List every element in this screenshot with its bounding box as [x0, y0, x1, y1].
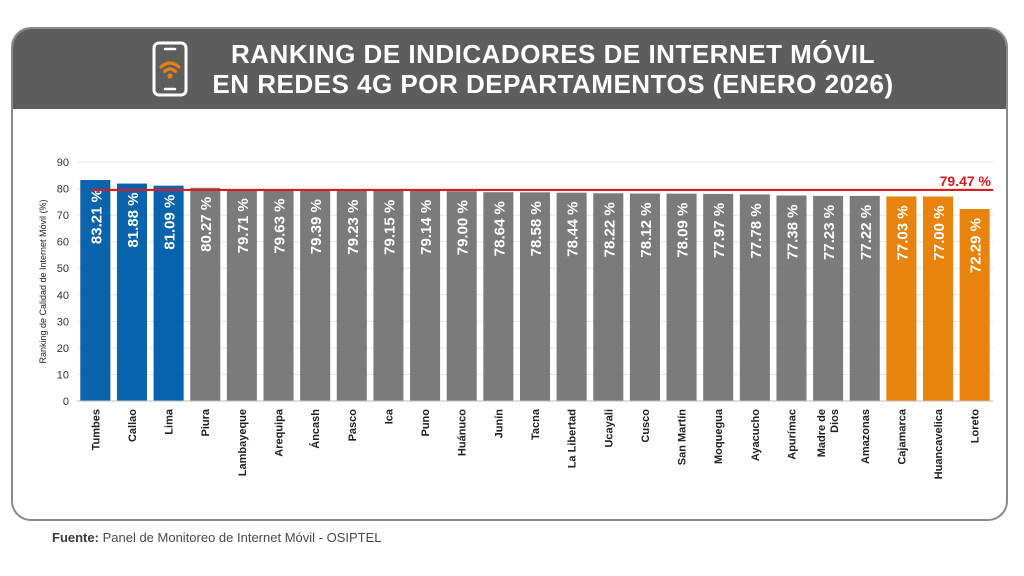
bar [959, 209, 990, 401]
x-tick-label: Ica [383, 408, 395, 424]
y-tick-label: 20 [57, 343, 69, 355]
bar [849, 195, 880, 401]
title-line-1: RANKING DE INDICADORES DE INTERNET MÓVIL [230, 39, 876, 69]
x-tick-label: Amazonas [860, 409, 872, 464]
x-tick-label: Lambayeque [237, 409, 249, 476]
x-tick-label: Madre deDios [816, 409, 841, 457]
bar [446, 191, 477, 401]
x-tick-label: Cajamarca [896, 408, 908, 465]
bar-value-label: 80.27 % [198, 197, 215, 252]
y-tick-label: 70 [57, 210, 69, 222]
x-tick-label: Huancavelica [933, 408, 945, 479]
bar [813, 195, 844, 401]
x-tick-label: Lima [164, 408, 176, 435]
smartphone-wifi-icon [152, 41, 188, 97]
bar-value-label: 79.23 % [345, 200, 362, 255]
bar [300, 190, 331, 401]
bar-value-label: 77.22 % [858, 205, 875, 260]
bar [629, 193, 660, 401]
x-tick-label: San Martín [677, 409, 689, 466]
bar [739, 194, 770, 401]
bar-value-label: 79.71 % [235, 198, 252, 253]
bar-value-label: 77.03 % [894, 205, 911, 260]
bar-value-label: 78.44 % [565, 202, 582, 257]
y-tick-label: 60 [57, 237, 69, 249]
x-tick-label: Apurímac [786, 409, 798, 460]
bar [556, 192, 587, 401]
x-tick-label: Ayacucho [750, 409, 762, 461]
bar-value-label: 77.97 % [711, 203, 728, 258]
bar [153, 185, 184, 401]
bar [483, 192, 514, 401]
x-tick-label: Puno [420, 409, 432, 437]
bar-value-label: 77.23 % [821, 205, 838, 260]
y-tick-label: 30 [57, 316, 69, 328]
y-tick-label: 90 [57, 157, 69, 169]
y-tick-label: 0 [63, 396, 69, 408]
x-tick-label: Junín [493, 409, 505, 439]
bar [923, 196, 954, 401]
bar [80, 180, 111, 401]
x-tick-label: Loreto [970, 409, 982, 444]
x-tick-label: Piura [200, 408, 212, 436]
bar-value-label: 77.78 % [748, 203, 765, 258]
y-tick-label: 80 [57, 184, 69, 196]
x-tick-label: Callao [127, 409, 139, 442]
bar-value-label: 78.58 % [528, 201, 545, 256]
x-tick-label: Cusco [640, 409, 652, 443]
x-tick-label: Moquegua [713, 408, 725, 464]
x-tick-label: Arequipa [274, 408, 286, 457]
bar-value-label: 79.14 % [418, 200, 435, 255]
bar [519, 192, 551, 401]
bar-value-label: 78.12 % [638, 203, 655, 258]
bar-value-label: 72.29 % [968, 218, 985, 273]
average-reference-label: 79.47 % [940, 173, 992, 189]
bar [190, 187, 221, 401]
bar [703, 193, 734, 401]
bar [116, 183, 147, 401]
bar [373, 190, 404, 401]
bar-value-label: 79.15 % [381, 200, 398, 255]
x-tick-label: Tacna [530, 408, 542, 440]
x-tick-label: Ucayali [603, 409, 615, 448]
bar-value-label: 78.22 % [601, 202, 618, 257]
y-tick-label: 10 [57, 369, 69, 381]
source-note: Fuente: Panel de Monitoreo de Internet M… [52, 530, 382, 545]
source-text: Panel de Monitoreo de Internet Móvil - O… [102, 530, 382, 545]
x-tick-label: Huánuco [457, 409, 469, 456]
bar-value-label: 78.64 % [491, 201, 508, 256]
y-axis-label: Ranking de Calidad de Internet Móvil (%) [38, 199, 48, 363]
x-tick-label: Áncash [309, 409, 322, 449]
bar [226, 189, 257, 401]
chart-title: RANKING DE INDICADORES DE INTERNET MÓVIL… [203, 39, 903, 99]
bar-value-label: 77.38 % [784, 205, 801, 260]
y-tick-label: 40 [57, 290, 69, 302]
bar-value-label: 79.39 % [308, 199, 325, 254]
bar-value-label: 81.88 % [125, 193, 142, 248]
bar [776, 195, 807, 401]
bar-value-label: 77.00 % [931, 206, 948, 261]
x-tick-label: Tumbes [90, 409, 102, 450]
bar-value-label: 78.09 % [675, 203, 692, 258]
title-banner: RANKING DE INDICADORES DE INTERNET MÓVIL… [13, 29, 1006, 109]
bar [886, 196, 917, 401]
bar-value-label: 79.00 % [455, 200, 472, 255]
bar [336, 190, 367, 401]
bar [666, 193, 697, 401]
source-label: Fuente: [52, 530, 99, 545]
bar [410, 190, 441, 401]
title-line-2: EN REDES 4G POR DEPARTAMENTOS (ENERO 202… [212, 69, 894, 99]
bar-value-label: 83.21 % [88, 189, 105, 244]
bar [593, 193, 624, 401]
y-tick-label: 50 [57, 263, 69, 275]
x-tick-label: La Libertad [567, 409, 579, 468]
bar [263, 189, 294, 401]
x-tick-label: Pasco [347, 409, 359, 442]
bar-value-label: 81.09 % [162, 195, 179, 250]
bar-value-label: 79.63 % [272, 199, 289, 254]
